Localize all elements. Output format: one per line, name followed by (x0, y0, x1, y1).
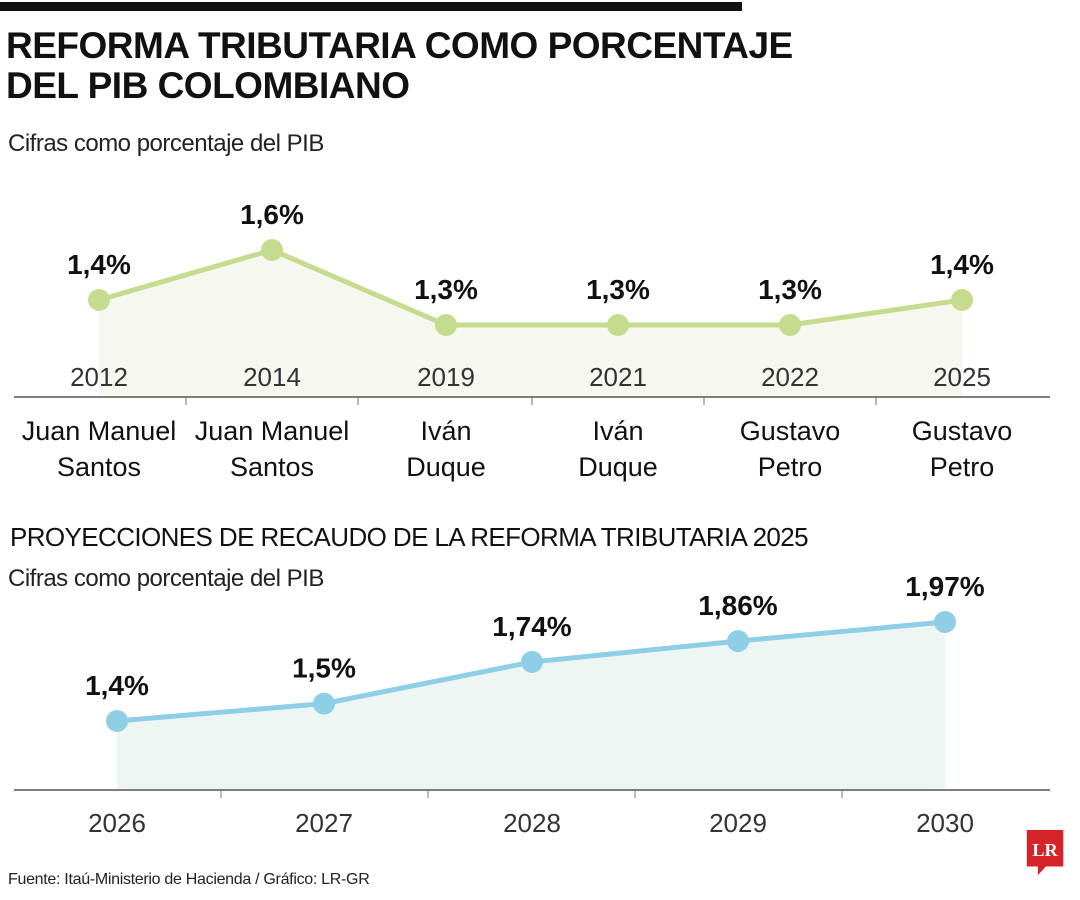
chart2-point (727, 630, 749, 653)
chart1-category-label: Juan Manuel (195, 416, 350, 446)
chart1-category-label: Duque (406, 452, 486, 482)
chart2-point (521, 650, 543, 673)
chart1-data-label: 1,6% (240, 199, 304, 230)
chart1-point (607, 314, 629, 336)
chart2-data-label: 1,5% (292, 653, 356, 684)
chart1-category-label: Gustavo (740, 416, 841, 446)
chart1-year-label: 2022 (761, 362, 819, 392)
svg-text:LR: LR (1032, 840, 1058, 860)
chart1-category-label: Santos (230, 452, 314, 482)
chart1-data-label: 1,3% (586, 274, 650, 305)
chart2-year-label: 2026 (88, 808, 146, 838)
chart1-category-label: Duque (578, 452, 658, 482)
chart2-subtitle: Cifras como porcentaje del PIB (8, 565, 324, 592)
chart2-year-label: 2027 (295, 808, 353, 838)
chart1-category-label: Petro (758, 452, 823, 482)
chart1-category-label: Santos (57, 452, 141, 482)
top-rule (0, 2, 742, 11)
chart2-area (117, 622, 945, 790)
chart1-category-label: Iván (420, 416, 471, 446)
lr-logo: LR (1026, 830, 1064, 876)
chart1-year-label: 2025 (933, 362, 991, 392)
chart1-subtitle: Cifras como porcentaje del PIB (8, 130, 324, 157)
chart2-year-label: 2028 (503, 808, 561, 838)
chart1-category-label: Petro (930, 452, 995, 482)
chart2-data-label: 1,97% (905, 571, 984, 602)
chart1-year-label: 2014 (243, 362, 301, 392)
source-note: Fuente: Itaú-Ministerio de Hacienda / Gr… (8, 871, 370, 888)
chart1-data-label: 1,4% (930, 249, 994, 280)
page-title: REFORMA TRIBUTARIA COMO PORCENTAJE DEL P… (6, 26, 1006, 106)
chart1-series-line (98, 247, 963, 328)
chart2-data-label: 1,86% (698, 590, 777, 621)
chart1-area (99, 250, 962, 397)
chart1-year-label: 2012 (70, 362, 128, 392)
chart1-point (435, 314, 457, 336)
chart1-category-label: Iván (592, 416, 643, 446)
chart1-year-label: 2019 (417, 362, 475, 392)
chart2-data-label: 1,74% (492, 611, 571, 642)
chart1-point (951, 289, 973, 311)
chart2-point (313, 692, 335, 715)
chart1-year-label: 2021 (589, 362, 647, 392)
title-line-1: REFORMA TRIBUTARIA COMO PORCENTAJE (6, 25, 793, 66)
title-line-2: DEL PIB COLOMBIANO (6, 65, 410, 106)
chart1-data-label: 1,4% (67, 249, 131, 280)
chart1-category-label: Gustavo (912, 416, 1013, 446)
chart2-year-label: 2030 (916, 808, 974, 838)
chart2-data-label: 1,4% (85, 670, 149, 701)
chart1-data-label: 1,3% (414, 274, 478, 305)
chart1-point (261, 239, 283, 261)
chart1-data-label: 1,3% (758, 274, 822, 305)
chart2-year-label: 2029 (709, 808, 767, 838)
chart1-history: 1,4% 2012 Juan Manuel Santos 1,6% 2014 Juan Ma… (14, 199, 1050, 482)
chart2-title: PROYECCIONES DE RECAUDO DE LA REFORMA TR… (10, 522, 809, 552)
chart2-point (934, 611, 956, 633)
chart1-point (88, 289, 110, 311)
chart1-point (779, 314, 801, 336)
chart2-projections: 1,4% 2026 1,5% 2027 1,74% 2028 1,86% 2029 1,97% 2… (14, 571, 1050, 838)
chart1-category-label: Juan Manuel (22, 416, 177, 446)
chart2-point (106, 710, 128, 732)
